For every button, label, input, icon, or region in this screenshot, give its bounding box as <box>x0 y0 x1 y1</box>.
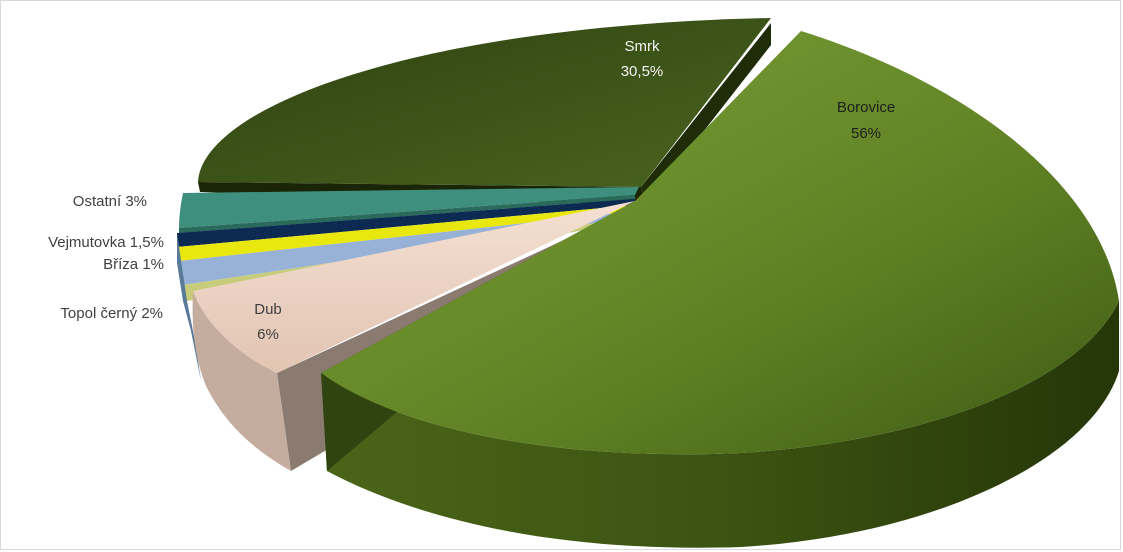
label-briza: Bříza 1% <box>103 256 164 273</box>
label-ostatni-value: 3% <box>125 193 147 210</box>
label-dub-name: Dub <box>254 301 282 318</box>
label-ostatni: Ostatní 3% <box>73 193 147 210</box>
label-vejmutovka-value: 1,5% <box>130 234 164 251</box>
slice-smrk <box>198 18 771 187</box>
label-vejmutovka-name: Vejmutovka <box>48 234 126 251</box>
label-ostatni-name: Ostatní <box>73 193 122 210</box>
slice-ostatni-edge <box>179 195 635 233</box>
label-topol-value: 2% <box>141 305 163 322</box>
label-briza-value: 1% <box>142 256 164 273</box>
slice-extra-band <box>177 199 635 247</box>
slice-borovice-side <box>321 301 1119 548</box>
label-briza-name: Bříza <box>103 256 139 273</box>
slice-vejmutovka <box>177 205 635 261</box>
label-borovice-value: 56% <box>851 125 881 142</box>
label-smrk-value: 30,5% <box>621 63 664 80</box>
slice-dub-front <box>192 291 291 471</box>
label-topol: Topol černý 2% <box>60 305 163 322</box>
slice-borovice <box>321 31 1119 455</box>
slice-ostatni <box>179 187 639 228</box>
label-vejmutovka: Vejmutovka 1,5% <box>48 234 164 251</box>
label-smrk-name: Smrk <box>625 38 660 55</box>
slice-smrk-side <box>641 23 771 205</box>
slice-dub <box>193 201 635 373</box>
label-borovice-name: Borovice <box>837 99 895 116</box>
label-dub-value: 6% <box>257 326 279 343</box>
label-topol-name: Topol černý <box>60 305 137 322</box>
